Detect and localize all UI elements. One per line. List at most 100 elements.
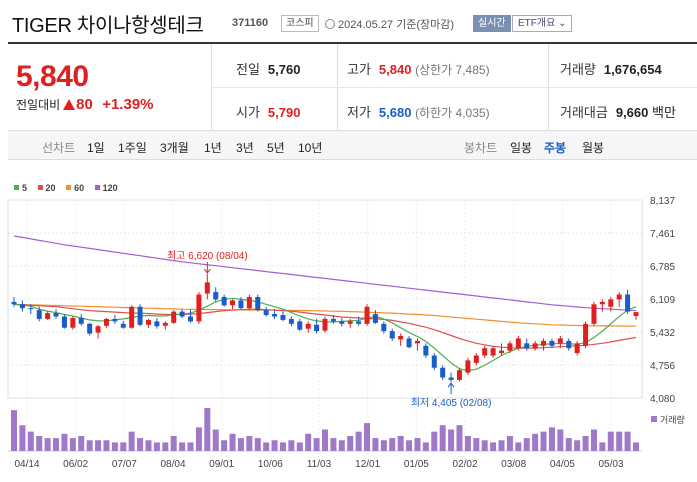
prev-close: 전일 5,760 <box>236 62 301 77</box>
volume: 거래량 1,676,654 <box>560 62 662 77</box>
candle-body <box>616 294 622 300</box>
volume-bar <box>548 427 555 451</box>
candle-body <box>339 321 345 324</box>
y-tick-label: 6,785 <box>650 262 675 273</box>
candle-body <box>196 294 202 322</box>
candle-body <box>95 326 101 333</box>
candle-body <box>574 343 580 354</box>
volume-bar <box>422 442 429 451</box>
x-tick-label: 06/02 <box>63 459 88 470</box>
volume-bar <box>86 440 93 451</box>
volume-bar <box>574 440 581 451</box>
date-label: 2024.05.27 기준(장마감) <box>325 16 454 32</box>
candle-chart-label: 봉차트 <box>464 141 498 155</box>
volume-bar <box>221 440 228 451</box>
candle-body <box>507 343 513 351</box>
volume-label: 거래량 <box>660 414 685 425</box>
period-5y[interactable]: 5년 <box>267 141 285 155</box>
legend-swatch <box>94 185 100 190</box>
volume-bar <box>313 438 320 451</box>
candle-body <box>423 345 429 356</box>
candle-body <box>356 321 362 324</box>
volume-bar <box>590 429 597 451</box>
candle-weekly[interactable]: 주봉 <box>544 141 567 155</box>
change-percent: +1.39% <box>102 96 154 113</box>
candle-body <box>36 310 42 319</box>
candle-body <box>490 348 496 356</box>
volume-bar <box>111 442 118 451</box>
candle-body <box>112 318 118 322</box>
stock-code: 371160 <box>232 17 269 29</box>
divider <box>211 44 212 130</box>
volume-legend-swatch <box>651 416 657 422</box>
header: TIGER 차이나항셍테크 371160 코스피 2024.05.27 기준(장… <box>0 0 697 44</box>
high-arrow-head <box>203 268 211 274</box>
period-1d[interactable]: 1일 <box>87 141 105 155</box>
trade-amount: 거래대금 9,660 백만 <box>560 105 676 120</box>
volume-bar <box>162 442 169 451</box>
volume-bar <box>103 440 110 451</box>
x-tick-label: 02/02 <box>452 459 477 470</box>
legend-ma20: 20 <box>37 183 56 193</box>
candle-body <box>120 323 126 328</box>
volume-bar <box>187 442 194 451</box>
x-tick-label: 01/05 <box>404 459 429 470</box>
volume-bar <box>481 440 488 451</box>
period-3m[interactable]: 3개월 <box>160 141 189 155</box>
volume-bar <box>599 442 606 451</box>
volume-bar <box>473 438 480 451</box>
volume-bar <box>431 431 438 451</box>
candle-body <box>347 321 353 324</box>
candle-body <box>11 301 17 305</box>
candle-body <box>456 370 462 380</box>
page-title: TIGER 차이나항셍테크 <box>12 15 204 37</box>
legend-swatch <box>66 185 72 190</box>
candle-monthly[interactable]: 월봉 <box>582 141 605 155</box>
volume-bar <box>36 435 43 451</box>
volume-bar <box>69 438 76 451</box>
volume-bar <box>246 435 253 451</box>
high-price: 고가 5,840 (상한가 7,485) <box>347 62 490 77</box>
period-1w[interactable]: 1주일 <box>118 141 147 155</box>
period-bar: 선차트 1일 1주일 3개월 1년 3년 5년 10년 봉차트 일봉 주봉 월봉 <box>8 131 697 160</box>
candle-body <box>566 340 572 349</box>
volume-bar <box>364 423 371 451</box>
etf-overview-dropdown[interactable]: ETF개요 ⌄ <box>512 15 573 32</box>
volume-bar <box>380 440 387 451</box>
candle-body <box>524 343 530 349</box>
legend-ma60: 60 <box>66 183 84 193</box>
candle-body <box>61 316 67 328</box>
current-price: 5,840 <box>16 60 89 93</box>
volume-bar <box>271 440 278 451</box>
realtime-button[interactable]: 실시간 <box>473 15 511 32</box>
quote-panel: 5,840 전일대비 80 +1.39% 전일 5,760 고가 5,840 (상한가… <box>8 44 697 131</box>
candle-body <box>330 318 336 322</box>
volume-bar <box>204 408 211 451</box>
candle-body <box>372 314 378 323</box>
period-1y[interactable]: 1년 <box>204 141 222 155</box>
candle-body <box>314 324 320 332</box>
candle-body <box>221 296 227 306</box>
low-price: 저가 5,680 (하한가 4,035) <box>347 105 490 120</box>
candle-body <box>70 317 76 328</box>
candle-body <box>145 319 151 325</box>
change-value: 80 <box>76 96 93 113</box>
period-10y[interactable]: 10년 <box>298 141 323 155</box>
volume-bar <box>95 440 102 451</box>
legend-ma5: 5 <box>14 183 27 193</box>
candle-body <box>28 308 34 310</box>
candle-daily[interactable]: 일봉 <box>510 141 533 155</box>
y-tick-label: 5,432 <box>650 328 675 339</box>
y-tick-label: 4,756 <box>650 361 675 372</box>
volume-bar <box>397 435 404 451</box>
high-annotation: 최고 6,620 (08/04) <box>167 250 248 262</box>
volume-bar <box>153 442 160 451</box>
volume-bar <box>322 429 328 451</box>
period-3y[interactable]: 3년 <box>236 141 254 155</box>
candle-body <box>263 310 269 316</box>
volume-bar <box>464 435 471 451</box>
legend-swatch <box>14 185 19 190</box>
candle-body <box>633 312 639 317</box>
market-badge: 코스피 <box>281 15 319 32</box>
